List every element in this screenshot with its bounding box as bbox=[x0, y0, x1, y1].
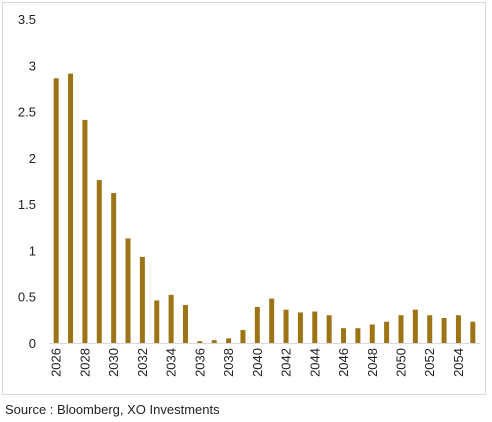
x-tick-label: 2032 bbox=[135, 348, 150, 377]
x-tick-label: 2054 bbox=[451, 348, 466, 377]
bar-2048 bbox=[369, 324, 375, 343]
y-tick-label: 0 bbox=[29, 336, 36, 351]
y-tick-label: 0.5 bbox=[18, 290, 36, 305]
bar-2053 bbox=[441, 318, 447, 343]
bar-2036 bbox=[197, 341, 203, 343]
chart-frame bbox=[2, 2, 486, 395]
x-tick-label: 2042 bbox=[279, 348, 294, 377]
bar-2034 bbox=[168, 294, 174, 343]
x-tick-label: 2050 bbox=[393, 348, 408, 377]
source-note: Source : Bloomberg, XO Investments bbox=[5, 402, 220, 417]
bar-2026 bbox=[53, 78, 59, 343]
bar-2028 bbox=[82, 119, 88, 344]
x-axis-ticks: 2026 2028 2030 2032 2034 2036 2038 2040 2042 2044… bbox=[49, 348, 466, 377]
bar-2042 bbox=[283, 309, 289, 343]
y-tick-label: 2.5 bbox=[18, 105, 36, 120]
bar-2052 bbox=[427, 315, 433, 343]
y-tick-label: 2 bbox=[29, 151, 36, 166]
bar-2038 bbox=[226, 338, 232, 343]
bar-2040 bbox=[254, 306, 260, 343]
bar-2037 bbox=[211, 340, 217, 343]
x-tick-label: 2052 bbox=[422, 348, 437, 377]
bar-2035 bbox=[182, 305, 188, 343]
x-tick-label: 2038 bbox=[221, 348, 236, 377]
bar-2046 bbox=[341, 328, 347, 343]
bar-2050 bbox=[398, 315, 404, 343]
bar-2051 bbox=[412, 309, 418, 343]
bar-2030 bbox=[111, 193, 117, 343]
x-tick-label: 2026 bbox=[49, 348, 64, 377]
bar-2047 bbox=[355, 328, 361, 343]
bar-2039 bbox=[240, 330, 246, 343]
x-tick-label: 2036 bbox=[192, 348, 207, 377]
bars bbox=[53, 73, 476, 344]
bar-2032 bbox=[139, 256, 145, 343]
bar-2029 bbox=[96, 180, 102, 343]
y-tick-label: 1 bbox=[29, 243, 36, 258]
x-tick-label: 2034 bbox=[164, 348, 179, 377]
x-tick-label: 2030 bbox=[106, 348, 121, 377]
bar-2027 bbox=[68, 73, 74, 344]
y-axis-ticks: 0 0.5 1 1.5 2 2.5 3 3.5 bbox=[18, 12, 36, 351]
bar-2031 bbox=[125, 238, 131, 343]
bar-2055 bbox=[470, 321, 476, 343]
bar-2033 bbox=[154, 300, 160, 343]
bar-2044 bbox=[312, 311, 318, 343]
x-tick-label: 2040 bbox=[250, 348, 265, 377]
y-tick-label: 3.5 bbox=[18, 12, 36, 27]
bar-2049 bbox=[384, 321, 390, 343]
y-tick-label: 3 bbox=[29, 58, 36, 73]
bar-2045 bbox=[326, 315, 332, 343]
x-tick-label: 2028 bbox=[77, 348, 92, 377]
bar-2043 bbox=[297, 312, 303, 343]
y-tick-label: 1.5 bbox=[18, 197, 36, 212]
bar-2041 bbox=[269, 298, 275, 343]
x-tick-label: 2044 bbox=[307, 348, 322, 377]
x-tick-label: 2048 bbox=[365, 348, 380, 377]
x-tick-label: 2046 bbox=[336, 348, 351, 377]
bar-chart: 0 0.5 1 1.5 2 2.5 3 3.5 2026 2028 2030 2032 2034 203… bbox=[18, 12, 480, 377]
bar-2054 bbox=[455, 315, 461, 343]
